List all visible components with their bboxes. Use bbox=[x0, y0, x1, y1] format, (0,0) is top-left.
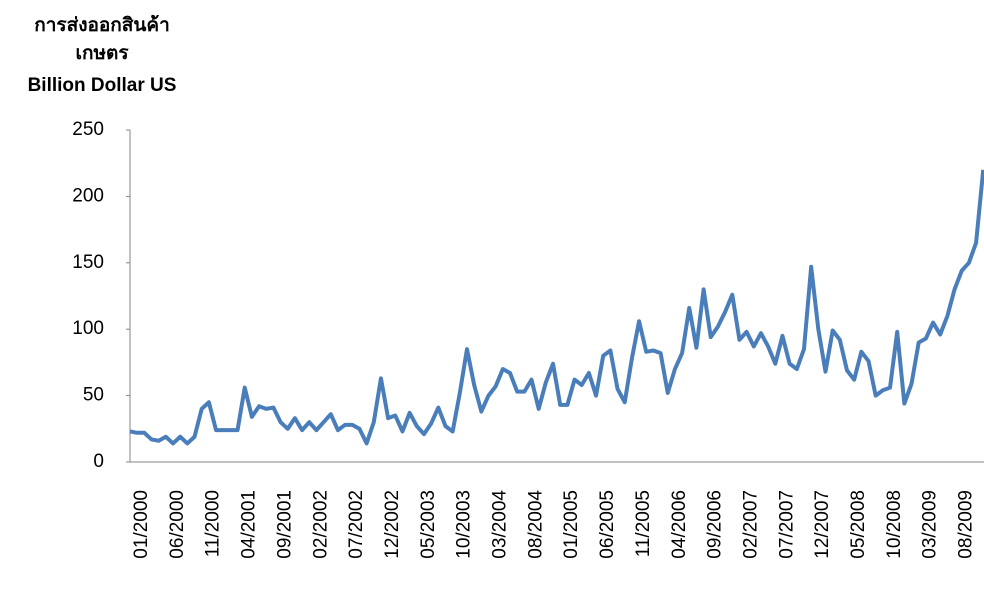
chart-title: เกษตร bbox=[75, 43, 129, 64]
x-tick-label: 06/2000 bbox=[167, 490, 188, 559]
x-tick-label: 01/2005 bbox=[561, 490, 582, 559]
y-tick-label: 50 bbox=[83, 385, 104, 406]
y-tick-label: 0 bbox=[93, 451, 104, 472]
x-tick-label: 07/2007 bbox=[776, 490, 797, 559]
chart-title: การส่งออกสินค้า bbox=[34, 14, 170, 36]
x-tick-label: 10/2003 bbox=[454, 490, 475, 559]
x-tick-label: 09/2006 bbox=[705, 490, 726, 559]
data-line bbox=[129, 169, 984, 446]
y-axis-label: Billion Dollar US bbox=[28, 75, 177, 96]
x-tick-label: 03/2009 bbox=[920, 490, 941, 559]
x-tick-label: 05/2008 bbox=[848, 490, 869, 559]
x-tick-label: 03/2004 bbox=[490, 490, 511, 559]
x-tick-label: 01/2000 bbox=[131, 490, 152, 559]
x-tick-label: 09/2001 bbox=[274, 490, 295, 559]
y-tick-label: 200 bbox=[72, 185, 104, 206]
x-tick-label: 11/2000 bbox=[203, 490, 224, 557]
x-tick-label: 04/2001 bbox=[239, 490, 260, 559]
x-tick-label: 05/2003 bbox=[418, 490, 439, 559]
x-tick-label: 08/2009 bbox=[956, 490, 977, 559]
x-tick-label: 12/2002 bbox=[382, 490, 403, 559]
y-tick-label: 100 bbox=[72, 318, 104, 339]
x-tick-label: 02/2007 bbox=[740, 490, 761, 559]
y-tick-label: 250 bbox=[72, 119, 104, 140]
x-tick-label: 08/2004 bbox=[525, 490, 546, 559]
y-tick-label: 150 bbox=[72, 252, 104, 273]
x-tick-label: 12/2007 bbox=[812, 490, 833, 559]
x-tick-label: 07/2002 bbox=[346, 490, 367, 559]
x-tick-label: 10/2008 bbox=[884, 490, 905, 559]
x-tick-label: 04/2006 bbox=[669, 490, 690, 559]
x-tick-label: 06/2005 bbox=[597, 490, 618, 559]
x-tick-label: 02/2002 bbox=[310, 490, 331, 559]
x-tick-label: 11/2005 bbox=[633, 490, 654, 557]
